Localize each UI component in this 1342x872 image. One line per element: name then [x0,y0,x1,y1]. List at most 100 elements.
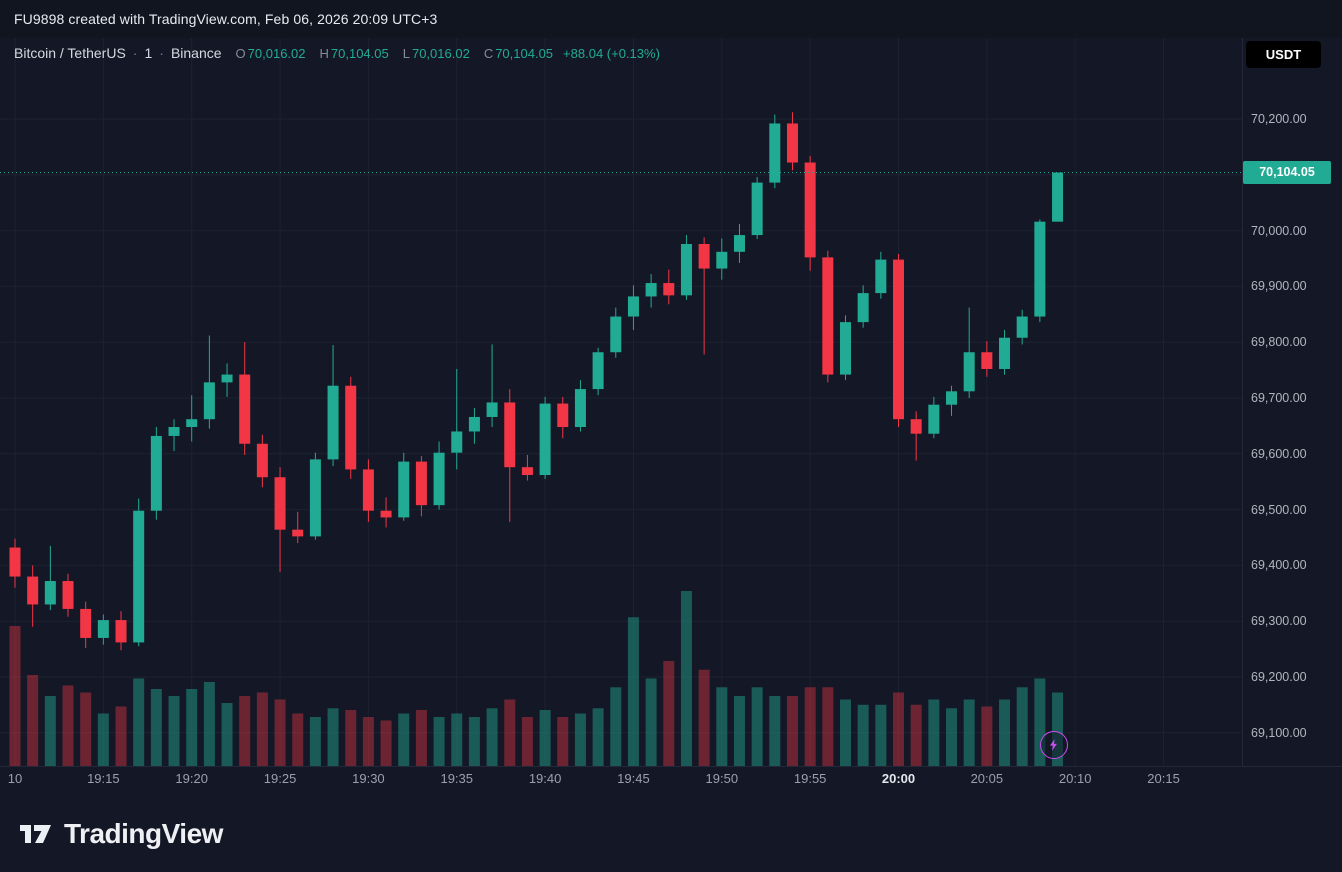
interval-label[interactable]: 1 [144,45,153,61]
candle-body [557,403,569,428]
volume-bar [946,708,958,766]
candle-body [928,404,940,434]
volume-bar [168,696,180,766]
price-axis-label: 69,500.00 [1251,502,1307,517]
volume-bar [415,710,427,766]
candle-body [539,403,551,476]
symbol-legend[interactable]: Bitcoin / TetherUS · 1 · Binance O 70,01… [14,45,660,61]
candle-body [875,259,887,294]
candle-body [256,443,268,478]
volume-bar [362,717,374,766]
close-value: 70,104.05 [495,46,554,61]
volume-bar [857,704,869,766]
volume-bar [786,696,798,766]
candle-body [168,427,180,436]
open-value: 70,016.02 [247,46,306,61]
volume-bar [963,699,975,766]
volume-bar [663,661,675,766]
candle-body [345,385,357,470]
volume-bar [627,617,639,766]
volume-bar [999,699,1011,766]
volume-bar [150,689,162,766]
volume-bar [221,703,233,766]
candle-body [893,259,904,420]
candle-body [62,581,74,609]
time-axis-label: 20:05 [970,771,1004,786]
candle-body [97,620,109,638]
volume-bar [256,692,268,766]
volume-bar [380,720,392,766]
volume-bar [1034,678,1046,766]
volume-bar [804,687,816,766]
exchange-label[interactable]: Binance [170,45,222,61]
currency-toggle-button[interactable]: USDT [1246,41,1321,68]
volume-bar [769,696,781,766]
candle-body [451,431,463,453]
volume-bar [80,692,92,766]
candle-body [733,235,745,252]
volume-bar [751,687,763,766]
volume-bar [539,710,551,766]
time-axis-label: 19:50 [705,771,739,786]
candle-body [327,385,339,460]
volume-bar [981,706,993,766]
candle-body [645,283,657,297]
volume-bar [910,704,922,766]
candle-body [857,293,869,323]
candle-body [239,374,251,444]
price-axis-label: 70,000.00 [1251,223,1307,238]
volume-layer [9,591,1064,766]
legend-separator: · [132,45,138,61]
candle-body [610,316,622,353]
candle-body [380,510,392,518]
volume-bar [822,687,834,766]
brand-wordmark[interactable]: TradingView [64,817,223,849]
tradingview-logo[interactable] [18,819,54,849]
candle-body [963,352,975,392]
candles-layer [9,112,1064,651]
candle-body [946,391,958,405]
candle-body [663,283,675,296]
low-value: 70,016.02 [411,46,470,61]
price-axis-label: 69,700.00 [1251,391,1307,405]
volume-bar [928,699,940,766]
candle-body [415,461,427,506]
price-axis-label: 70,200.00 [1251,112,1307,126]
candle-body [769,123,781,183]
symbol-name[interactable]: Bitcoin / TetherUS [14,45,126,61]
volume-bar [716,687,728,766]
volume-bar [433,717,445,766]
price-axis-label: 69,600.00 [1251,446,1307,461]
candle-body [9,547,21,577]
low-label: L [402,46,410,61]
volume-bar [698,669,710,766]
candle-body [592,352,604,390]
last-price-badge: 70,104.05 [1243,161,1331,185]
price-axis-label: 69,400.00 [1251,558,1307,573]
volume-bar [398,713,410,766]
candle-body [468,416,480,432]
volume-bar [592,708,604,766]
candle-body [698,243,710,269]
candle-body [27,576,39,605]
flash-button[interactable] [1040,731,1068,759]
time-axis-label: 20:15 [1147,771,1180,786]
legend-separator: · [159,45,164,61]
volume-bar [451,713,463,766]
change-value: +88.04 (+0.13%) [563,46,660,61]
candle-body [1016,316,1028,338]
volume-bar [115,706,127,766]
time-axis-label: 19:55 [793,771,827,786]
volume-bar [292,713,304,766]
candle-body [274,477,286,530]
volume-bar [186,689,198,766]
candle-body [981,352,993,369]
volume-bar [645,678,657,766]
price-axis-label: 69,100.00 [1251,725,1307,740]
candle-body [822,257,834,375]
price-axis-label: 69,900.00 [1251,279,1307,294]
volume-bar [839,699,851,766]
volume-bar [97,713,109,766]
volume-bar [9,626,21,766]
